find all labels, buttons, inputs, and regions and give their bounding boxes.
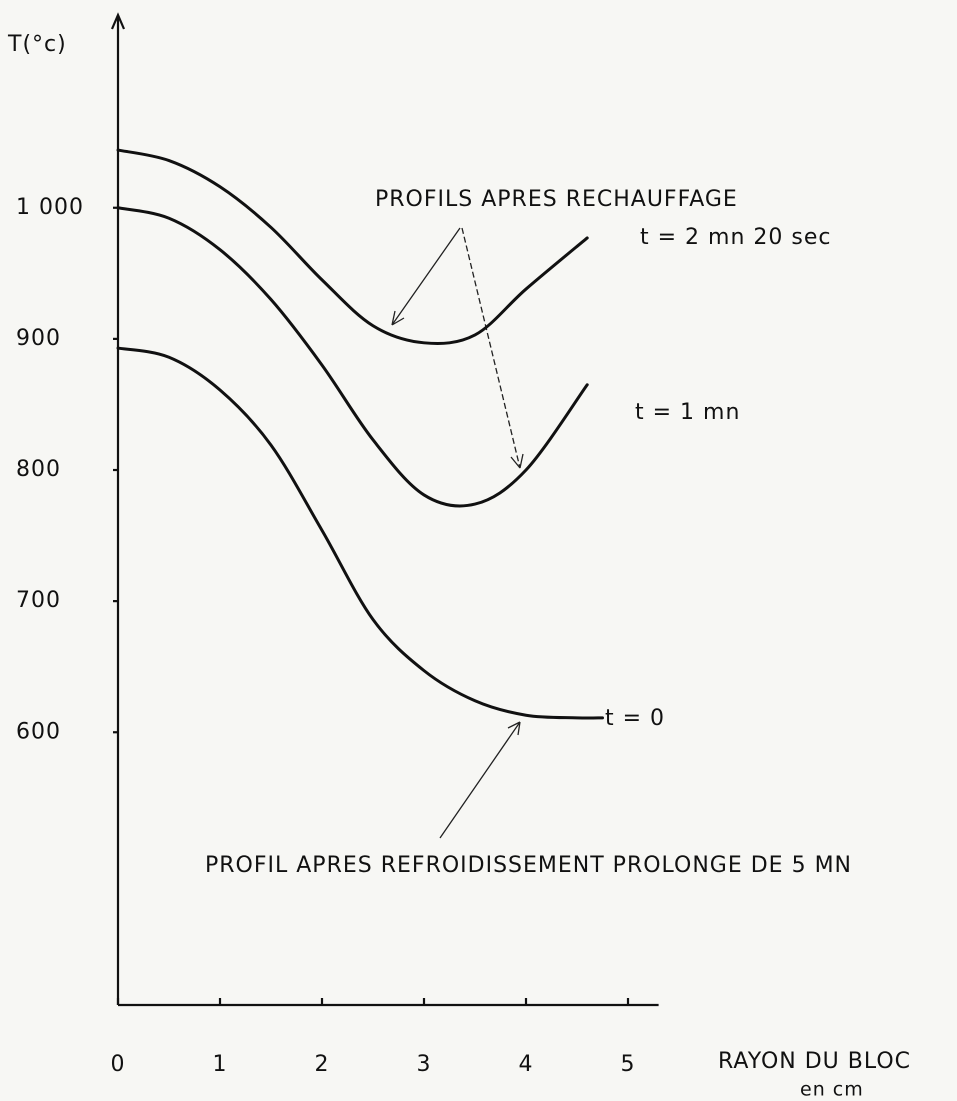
- y-axis: [110, 12, 126, 1005]
- x-tick-label: 1: [213, 1052, 228, 1077]
- x-tick-label: 3: [417, 1052, 432, 1077]
- y-tick-label: 1 000: [16, 195, 84, 220]
- y-tick-label: 900: [16, 326, 61, 351]
- arrow: [391, 227, 461, 326]
- x-tick-label: 0: [111, 1052, 126, 1077]
- x-axis-unit: en cm: [800, 1079, 864, 1098]
- x-tick-label: 4: [519, 1052, 534, 1077]
- y-tick-label: 700: [16, 588, 61, 613]
- x-tick-label: 2: [315, 1052, 330, 1077]
- series-label: t = 0: [605, 706, 665, 731]
- line: [116, 148, 589, 345]
- x-tick-label: 5: [621, 1052, 636, 1077]
- arrow: [510, 453, 524, 469]
- y-axis-label: T(°c): [7, 32, 67, 57]
- line: [116, 206, 589, 508]
- y-tick-label: 800: [16, 457, 61, 482]
- series-label: t = 2 mn 20 sec: [640, 225, 831, 250]
- line: [116, 346, 604, 720]
- series-label: t = 1 mn: [635, 400, 740, 425]
- x-axis-label: RAYON DU BLOC: [718, 1049, 911, 1074]
- annotation: PROFILS APRES RECHAUFFAGE: [375, 187, 738, 212]
- y-tick-label: 600: [16, 719, 61, 744]
- arrow: [461, 227, 521, 469]
- annotation: PROFIL APRES REFROIDISSEMENT PROLONGE DE…: [205, 853, 852, 878]
- arrow: [439, 721, 521, 839]
